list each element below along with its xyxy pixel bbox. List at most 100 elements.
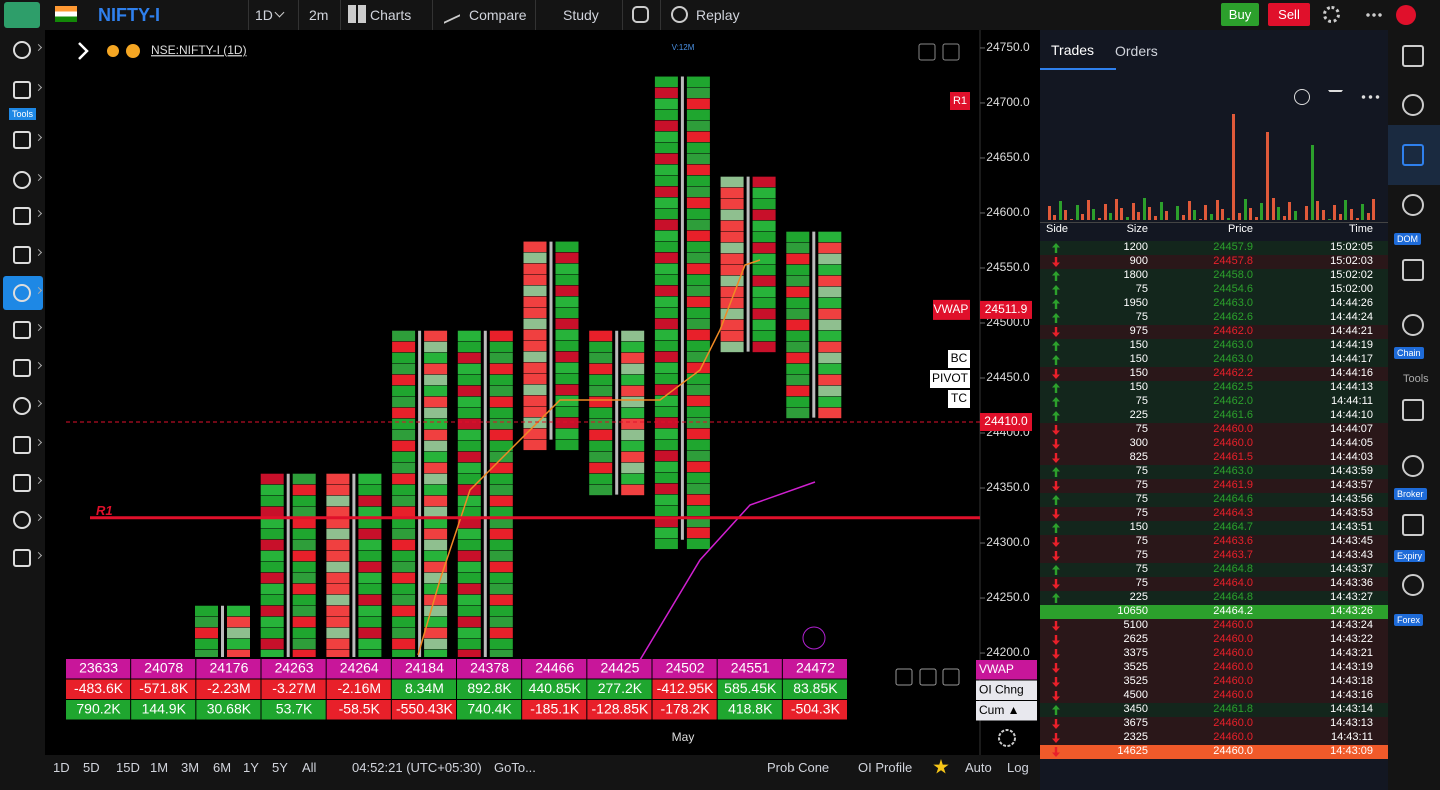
footprint-cell [227,627,250,639]
range-button[interactable]: 3M [181,760,200,775]
footprint-day [523,241,579,451]
footprint-cell [589,462,613,474]
tool-icon[interactable] [13,81,31,99]
interval[interactable]: 1D [255,7,273,23]
tool-icon[interactable] [13,549,31,567]
summary-cell [391,679,456,699]
range-button[interactable]: 5Y [272,760,288,775]
footprint-cell [457,539,481,551]
tab-orders[interactable]: Orders [1115,43,1158,59]
range-button[interactable]: All [302,760,317,775]
range-button[interactable]: 1D [53,760,70,775]
footprint-cell [752,297,776,309]
help-icon[interactable] [1294,89,1310,105]
summary-value: -178.2K [661,701,711,717]
footprint-cell [686,450,710,462]
trade-time: 14:44:13 [1330,381,1373,393]
tool-icon[interactable] [13,284,31,302]
tool-icon[interactable] [13,359,31,377]
tool-icon[interactable] [13,207,31,225]
volume-histogram-bar [1355,218,1359,220]
footprint-cell [326,572,350,584]
volume-histogram-bar [1086,200,1090,220]
summary-value: -571.8K [139,680,189,696]
tool-icon[interactable] [13,397,31,415]
sidebar-icon[interactable] [1402,514,1424,536]
range-button[interactable]: 15D [116,760,140,775]
sidebar-icon[interactable] [1402,144,1424,166]
sell-button[interactable]: Sell [1268,3,1310,26]
sidebar-icon[interactable] [1402,45,1424,67]
range-button[interactable]: 6M [213,760,232,775]
alert-icon[interactable] [1396,5,1416,25]
oi-profile[interactable]: OI Profile [858,760,913,775]
footprint-cell [786,319,810,331]
study[interactable]: Study [563,7,599,23]
footprint-cell [523,340,547,352]
tool-icon[interactable] [13,246,31,264]
summary-value: 24078 [144,660,183,676]
footprint-cell [489,649,513,657]
footprint-cell [686,120,710,132]
sidebar-icon[interactable] [1402,194,1424,216]
symbol[interactable]: NIFTY-I [98,5,160,25]
range-button[interactable]: 1M [150,760,169,775]
tool-icon[interactable] [13,131,31,149]
trade-row [1040,395,1388,409]
sidebar-icon[interactable] [1402,455,1424,477]
footprint-cell [654,175,678,187]
sidebar-icon[interactable] [1402,314,1424,336]
tool-icon[interactable] [13,474,31,492]
footprint-cell [654,197,678,209]
summary-cell [587,679,652,699]
trade-row [1040,353,1388,367]
sidebar-icon[interactable] [1402,399,1424,421]
tab-trades[interactable]: Trades [1051,42,1095,58]
trade-time: 14:44:10 [1330,409,1373,421]
volume-histogram-bar [1182,215,1185,220]
footprint-cell [392,649,416,657]
sidebar-icon[interactable] [1402,94,1424,116]
compare[interactable]: Compare [469,7,527,23]
tool-icon[interactable] [13,436,31,454]
charts[interactable]: Charts [370,7,412,23]
prob-cone[interactable]: Prob Cone [767,760,830,775]
tool-icon[interactable] [13,511,31,529]
volume-histogram-bar [1204,205,1208,220]
tool-icon[interactable] [13,171,31,189]
goto[interactable]: GoTo... [494,760,536,775]
footprint-cell [489,462,513,474]
footprint-cell [489,583,513,595]
footprint-cell [392,594,416,606]
range-button[interactable]: 1Y [243,760,259,775]
footprint-cell [424,605,448,617]
footprint-cell [489,407,513,419]
timeframe[interactable]: 2m [309,7,329,23]
tool-icon[interactable] [13,321,31,339]
side-arrow [1052,481,1060,491]
log[interactable]: Log [1007,760,1029,775]
footprint-cell [392,330,416,342]
trade-price: 24460.0 [1213,633,1253,645]
summary-cell [522,659,587,679]
footprint-cell [358,473,382,485]
sidebar-icon[interactable] [1402,259,1424,281]
footprint-cell [654,274,678,286]
replay[interactable]: Replay [696,7,740,23]
more-icon[interactable] [1365,13,1383,17]
footprint-cell [686,329,710,341]
settings-icon[interactable] [1323,6,1340,23]
footprint-cell [392,517,416,529]
footprint-cell [720,209,744,221]
tool-caret [34,173,43,182]
header-rule [1040,222,1388,223]
footprint-cell [489,330,513,342]
sidebar-icon[interactable] [1402,574,1424,596]
range-button[interactable]: 5D [83,760,100,775]
tool-icon[interactable] [13,41,31,59]
trade-time: 14:43:57 [1330,479,1373,491]
buy-button[interactable]: Buy [1221,3,1259,26]
auto[interactable]: Auto [965,760,992,775]
footprint-cell [326,638,350,650]
more-icon[interactable] [1360,95,1380,99]
